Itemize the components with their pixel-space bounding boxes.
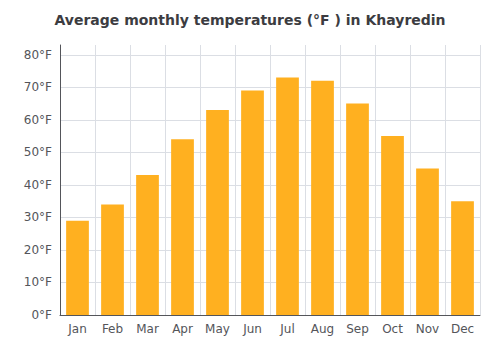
svg-text:20°F: 20°F bbox=[24, 243, 52, 257]
svg-text:50°F: 50°F bbox=[24, 145, 52, 159]
svg-text:Jul: Jul bbox=[279, 322, 294, 336]
svg-text:Dec: Dec bbox=[451, 322, 474, 336]
svg-text:Apr: Apr bbox=[172, 322, 193, 336]
svg-text:80°F: 80°F bbox=[24, 48, 52, 62]
svg-text:0°F: 0°F bbox=[31, 308, 52, 322]
svg-text:Aug: Aug bbox=[311, 322, 334, 336]
svg-text:May: May bbox=[205, 322, 230, 336]
svg-text:60°F: 60°F bbox=[24, 113, 52, 127]
svg-text:30°F: 30°F bbox=[24, 210, 52, 224]
svg-text:Nov: Nov bbox=[416, 322, 439, 336]
svg-text:Mar: Mar bbox=[136, 322, 159, 336]
svg-text:Sep: Sep bbox=[346, 322, 369, 336]
svg-text:Average monthly temperatures (: Average monthly temperatures (°F ) in Kh… bbox=[54, 12, 445, 28]
svg-text:Jun: Jun bbox=[242, 322, 262, 336]
svg-text:10°F: 10°F bbox=[24, 275, 52, 289]
svg-text:70°F: 70°F bbox=[24, 80, 52, 94]
svg-text:Oct: Oct bbox=[382, 322, 403, 336]
svg-text:Feb: Feb bbox=[102, 322, 123, 336]
svg-text:40°F: 40°F bbox=[24, 178, 52, 192]
svg-text:Jan: Jan bbox=[67, 322, 87, 336]
